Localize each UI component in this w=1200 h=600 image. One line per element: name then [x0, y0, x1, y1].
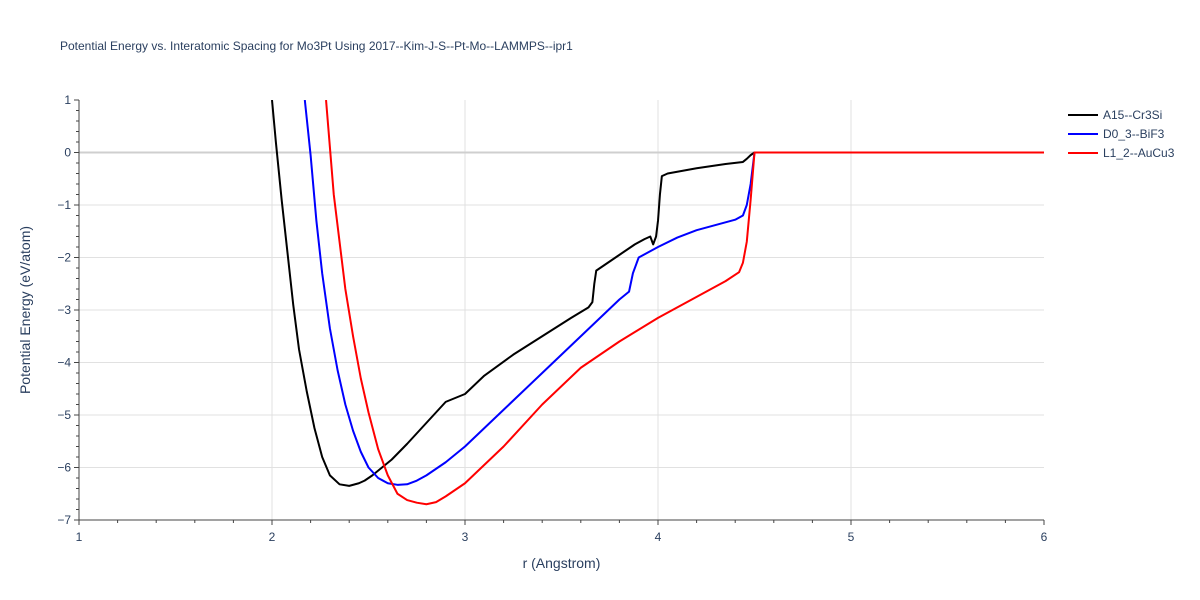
legend[interactable]: A15--Cr3Si D0_3--BiF3 L1_2--AuCu3 [1068, 108, 1175, 160]
legend-label: D0_3--BiF3 [1103, 127, 1165, 141]
y-axis-title: Potential Energy (eV/atom) [17, 226, 33, 394]
x-tick-label: 6 [1041, 530, 1048, 544]
legend-item[interactable]: D0_3--BiF3 [1068, 127, 1165, 141]
y-tick-label: −7 [57, 513, 71, 527]
legend-label: A15--Cr3Si [1103, 108, 1162, 122]
grid [79, 100, 1044, 520]
legend-item[interactable]: L1_2--AuCu3 [1068, 146, 1175, 160]
series-lines [271, 100, 1044, 506]
chart-title: Potential Energy vs. Interatomic Spacing… [60, 39, 573, 53]
tick-labels: 1 2 3 4 5 6 1 0 −1 −2 −3 −4 −5 −6 −7 [57, 93, 1047, 544]
x-tick-label: 4 [655, 530, 662, 544]
x-tick-label: 3 [462, 530, 469, 544]
series-line-d0-3-bif3 [303, 100, 1044, 486]
x-axis-title: r (Angstrom) [523, 555, 601, 571]
y-tick-label: −5 [57, 408, 71, 422]
y-tick-label: 1 [64, 93, 71, 107]
legend-item[interactable]: A15--Cr3Si [1068, 108, 1162, 122]
y-tick-label: −6 [57, 461, 71, 475]
y-tick-label: 0 [64, 146, 71, 160]
y-tick-label: −2 [57, 251, 71, 265]
axes [74, 99, 1045, 525]
legend-label: L1_2--AuCu3 [1103, 146, 1175, 160]
series-line-l1-2-aucu3 [325, 100, 1044, 506]
y-tick-label: −3 [57, 303, 71, 317]
x-tick-label: 2 [269, 530, 276, 544]
x-tick-label: 5 [848, 530, 855, 544]
x-tick-label: 1 [76, 530, 83, 544]
series-line-a15-cr3si [271, 100, 1044, 487]
y-tick-label: −4 [57, 356, 71, 370]
y-tick-label: −1 [57, 198, 71, 212]
